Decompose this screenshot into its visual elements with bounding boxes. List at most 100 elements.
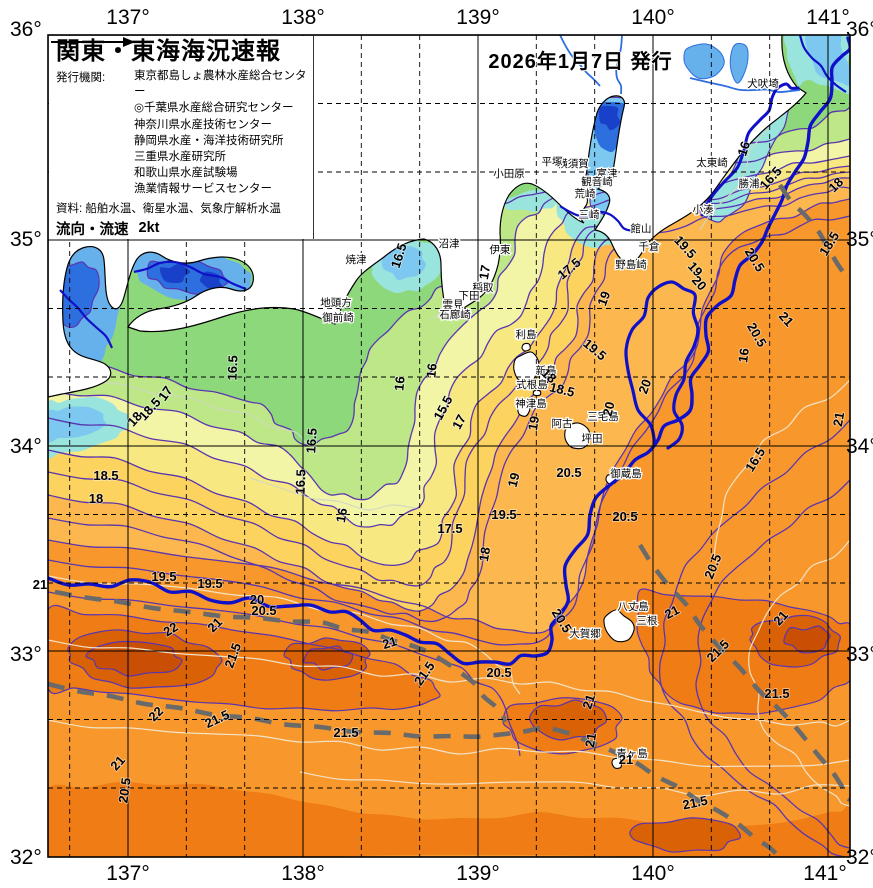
current-arrow-icon <box>51 37 135 47</box>
axis-tick-label: 35° <box>10 228 42 251</box>
current-legend-label: 流向・流速 <box>56 221 129 238</box>
isotherm-label: 16 <box>333 507 350 524</box>
place-label: 三崎 <box>579 208 600 221</box>
axis-tick-label: 137° <box>106 6 150 29</box>
isotherm-label: 19 <box>525 415 542 432</box>
agency-item: 神奈川県水産技術センター <box>134 118 272 131</box>
axis-tick-label: 32° <box>846 846 873 869</box>
place-label: 御蔵島 <box>610 467 642 480</box>
place-label: 阿古 <box>552 417 573 430</box>
current-speed-value: 2kt <box>138 220 160 237</box>
isotherm-label: 21.5 <box>764 686 789 701</box>
isotherm-label: 18.5 <box>93 468 118 483</box>
place-label: 青ヶ島 <box>616 747 648 760</box>
isotherm-label: 20.5 <box>486 665 511 680</box>
place-label: 伊東 <box>490 243 511 256</box>
lakes-and-rivers <box>559 35 801 95</box>
place-label: 大賀郷 <box>569 627 601 640</box>
axis-tick-label: 32° <box>10 846 42 869</box>
place-label: 太東崎 <box>696 156 728 169</box>
issue-date: 2026年1月7日 発行 <box>488 51 673 73</box>
isotherm-label: 21.5 <box>333 725 358 740</box>
isotherm-label: 19.5 <box>151 569 176 584</box>
isotherm-label: 21 <box>619 752 633 767</box>
axis-tick-label: 35° <box>846 228 873 251</box>
place-label: 三宅島 <box>587 410 619 423</box>
current-legend: 流向・流速 2kt <box>51 37 313 239</box>
axis-tick-label: 139° <box>456 6 500 29</box>
place-label: 小田原 <box>493 168 525 180</box>
place-label: 八丈島 <box>617 600 649 613</box>
place-label: 坪田 <box>582 432 603 445</box>
place-label: 犬吠埼 <box>747 77 779 90</box>
place-label: 千倉 <box>639 240 660 253</box>
place-label: 平塚 <box>542 156 563 168</box>
place-label: 稲取 <box>473 282 494 294</box>
place-label: 雲見 <box>443 299 464 311</box>
isotherm-label: 20.5 <box>556 465 581 480</box>
axis-tick-label: 138° <box>281 862 325 885</box>
isotherm-label: 17 <box>476 264 493 281</box>
isotherm-label: 19 <box>594 289 613 308</box>
isotherm-label: 20 <box>600 400 618 418</box>
isotherm-label: 21 <box>579 692 598 710</box>
place-label: 焼津 <box>346 254 367 266</box>
agency-label: 発行機関: <box>56 72 106 84</box>
isotherm-label: 16 <box>423 363 439 379</box>
isotherm-label: 20 <box>635 377 654 396</box>
header-block: 関東・東海海況速報 発行機関: 東京都島しょ農林水産総合センター ◎千葉県水産総合… <box>49 36 314 239</box>
isotherm-label: 21 <box>380 633 398 652</box>
place-label: 館山 <box>631 222 652 235</box>
isotherm-label: 16.5 <box>293 469 309 495</box>
isotherm-label: 16 <box>391 376 407 392</box>
isotherm-label: 18 <box>476 546 493 563</box>
place-label: 荒崎 <box>575 187 596 200</box>
isotherm-label: 19.5 <box>197 576 222 591</box>
isotherm-label: 21 <box>830 411 847 428</box>
axis-tick-label: 141° <box>803 862 847 885</box>
place-label: 横須賀 <box>557 157 589 170</box>
isotherm-label: 21.5 <box>681 793 709 813</box>
place-label: 神津島 <box>515 397 547 410</box>
place-label: 石廊崎 <box>439 308 471 321</box>
isotherm-label: 20.5 <box>251 603 276 618</box>
axis-tick-label: 34° <box>10 435 42 458</box>
agency-item: 三重県水産研究所 <box>134 151 226 164</box>
current-front-lines <box>48 35 850 857</box>
place-label: 富津 <box>597 167 618 180</box>
isotherm-label: 18.5 <box>548 379 576 400</box>
isotherm-label: 20.5 <box>115 777 133 804</box>
isotherm-label: 16.5 <box>225 355 241 381</box>
agency-item: 漁業情報サービスセンター <box>134 183 272 196</box>
place-label: 式根島 <box>516 378 548 391</box>
axis-tick-label: 139° <box>456 862 500 885</box>
axis-tick-label: 137° <box>106 862 150 885</box>
place-label: 観音崎 <box>581 175 613 188</box>
isotherm-label: 21 <box>33 577 47 592</box>
axis-tick-label: 140° <box>631 862 675 885</box>
axis-tick-label: 140° <box>631 6 675 29</box>
axis-tick-label: 34° <box>846 435 873 458</box>
axis-tick-label: 33° <box>846 643 873 666</box>
isotherm-label: 16 <box>734 139 753 157</box>
agency-list: 東京都島しょ農林水産総合センター ◎千葉県水産総合研究センター 神奈川県水産技術セン… <box>134 68 313 198</box>
isotherm-label: 20 <box>250 592 264 607</box>
axis-tick-label: 36° <box>10 18 42 41</box>
axis-tick-label: 141° <box>806 6 850 29</box>
place-label: 地頭方 <box>320 296 352 309</box>
place-label: 下田 <box>459 290 480 302</box>
isotherm-label: 21 <box>582 732 599 749</box>
data-source-line: 資料: 船舶水温、衛星水温、気象庁解析水温 <box>56 202 281 215</box>
place-label: 勝浦 <box>739 177 760 190</box>
isotherm-label: 19 <box>505 471 523 489</box>
agency-item: 静岡県水産・海洋技術研究所 <box>134 134 284 147</box>
axis-tick-label: 36° <box>846 18 873 41</box>
isotherm-label: 20.5 <box>612 509 637 524</box>
isotherm-label: 16.5 <box>303 428 320 454</box>
agency-item: ◎千葉県水産総合研究センター <box>134 102 294 115</box>
place-label: 利島 <box>516 328 537 341</box>
place-label: 野島崎 <box>615 258 647 271</box>
place-label: 御前崎 <box>322 311 354 324</box>
